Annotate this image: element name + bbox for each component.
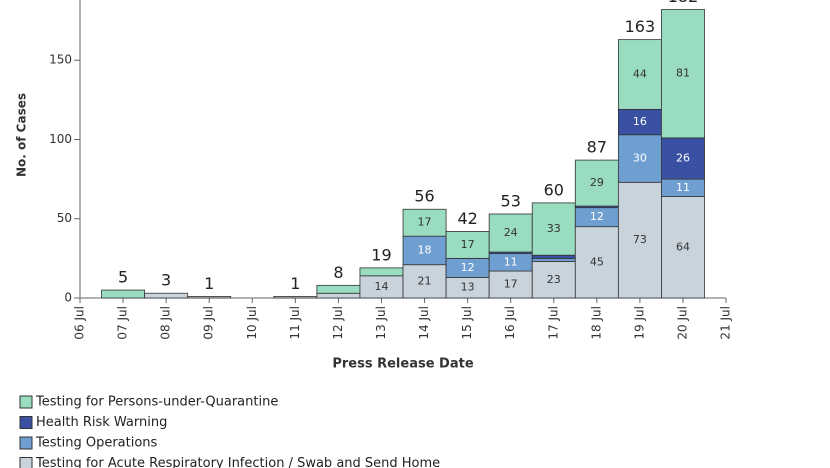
segment-label: 11 [676,181,690,194]
y-tick-label: 150 [49,53,72,67]
x-tick-label: 17 Jul [546,306,560,340]
x-tick-label: 10 Jul [245,306,259,340]
y-tick-label: 100 [49,132,72,146]
x-tick-label: 09 Jul [202,306,216,340]
segment-label: 12 [590,210,604,223]
bar-segment [617,181,662,299]
legend-swatch [19,436,33,450]
x-tick-label: 15 Jul [460,306,474,340]
x-tick-label: 11 Jul [288,306,302,340]
bar-segment [574,159,619,207]
legend-swatch [19,395,33,409]
x-tick-label: 06 Jul [73,306,87,340]
segment-label: 26 [676,152,690,165]
legend-label: Testing Operations [35,436,158,451]
total-label: 3 [161,271,171,290]
segment-label: 11 [504,255,518,268]
bar-segment [531,257,576,262]
bar-segment [531,261,576,299]
segment-label: 30 [633,152,647,165]
bar-segment [316,292,361,299]
bar-segment [488,213,533,253]
total-label: 182 [668,0,699,6]
x-tick-label: 12 Jul [331,306,345,340]
bar-segment [101,289,146,299]
total-label: 1 [204,274,214,293]
x-tick-label: 19 Jul [632,306,646,340]
bar-segment [402,208,447,237]
x-tick-label: 08 Jul [159,306,173,340]
segment-label: 12 [461,261,475,274]
segment-label: 64 [676,240,690,253]
bar-segment [187,296,232,299]
total-label: 42 [457,209,477,228]
segment-label: 17 [504,278,518,291]
total-label: 5 [118,268,128,287]
y-axis-label: No. of Cases [15,93,29,177]
x-tick-label: 14 Jul [417,306,431,340]
total-label: 19 [371,245,391,264]
bar-segment [445,231,490,259]
segment-label: 23 [547,273,561,286]
segment-label: 81 [676,67,690,80]
bar-segment [661,137,705,180]
legend-label: Testing for Persons-under-Quarantine [35,395,278,410]
x-tick-label: 18 Jul [589,306,603,340]
x-tick-label: 07 Jul [116,306,130,340]
segment-label: 13 [461,281,475,294]
segment-label: 21 [418,274,432,287]
legend-label: Health Risk Warning [36,415,167,430]
segment-label: 45 [590,255,604,268]
segment-label: 33 [547,222,561,235]
segment-label: 29 [590,176,604,189]
bar-segment [273,296,318,299]
segment-label: 17 [461,238,475,251]
total-label: 60 [544,180,564,199]
total-label: 163 [625,17,656,36]
legend-label: Testing for Acute Respiratory Infection … [35,456,440,468]
x-tick-label: 16 Jul [503,306,517,340]
total-label: 87 [587,138,607,157]
bar-segment [661,196,705,299]
x-tick-label: 20 Jul [675,306,689,340]
bar-segment [617,108,662,136]
x-tick-label: 21 Jul [719,306,733,340]
total-label: 53 [501,191,521,210]
bar-segment [531,202,576,256]
bar-segment [316,284,361,294]
bar-segment [617,39,662,110]
legend-swatch [19,457,33,468]
x-axis-label: Press Release Date [332,357,473,372]
bar-segment [359,267,404,277]
segment-label: 17 [418,216,432,229]
x-tick-label: 13 Jul [374,306,388,340]
segment-label: 73 [633,233,647,246]
segment-label: 24 [504,226,518,239]
bar-segment [661,9,705,139]
bar-segment [144,292,189,299]
legend-swatch [19,416,33,429]
total-label: 8 [333,263,343,282]
bar-segment [617,134,662,183]
total-label: 1 [290,274,300,293]
segment-label: 44 [633,68,647,81]
segment-label: 16 [633,115,647,128]
segment-label: 14 [374,280,388,293]
y-tick-label: 0 [64,291,72,305]
total-label: 56 [414,187,434,206]
y-tick-label: 50 [57,211,72,225]
segment-label: 18 [418,243,432,256]
bar-segment [531,254,576,259]
